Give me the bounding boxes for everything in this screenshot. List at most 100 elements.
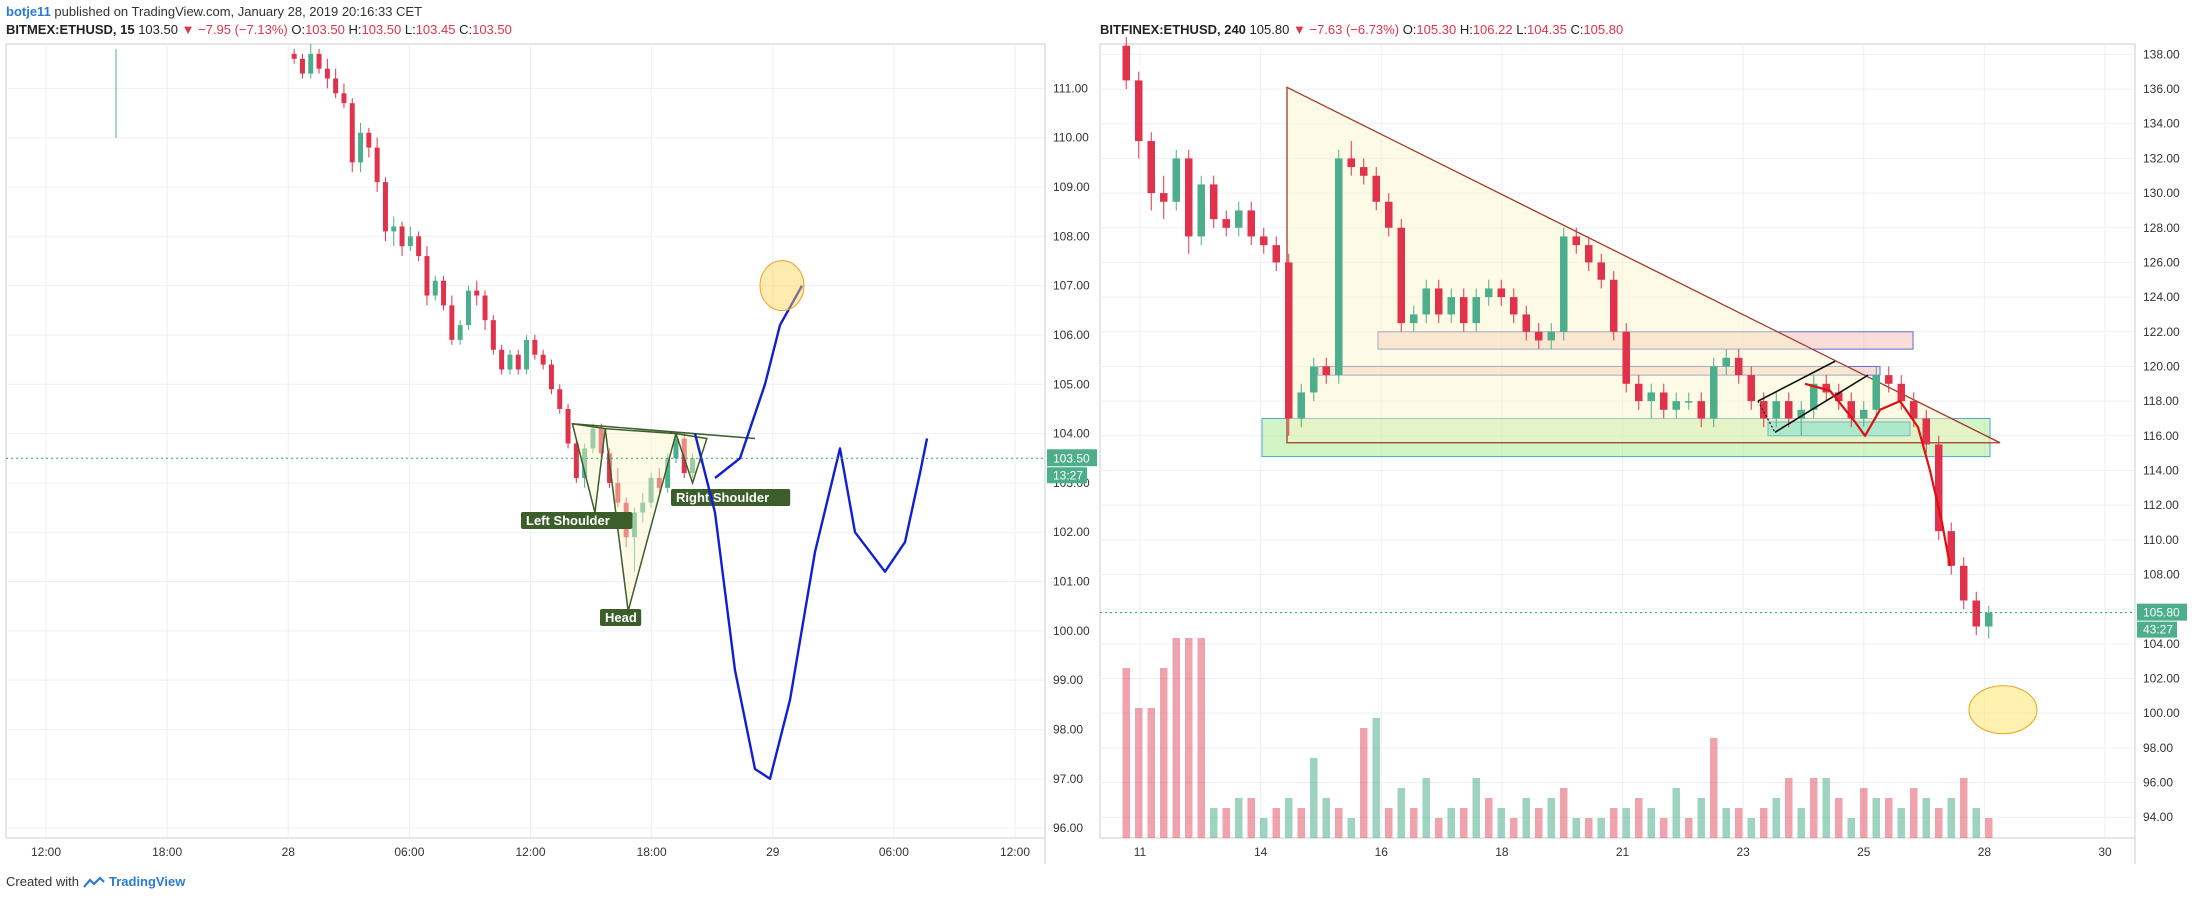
candle-body xyxy=(524,339,530,370)
publisher-username[interactable]: botje11 xyxy=(6,4,51,19)
current-price-tag xyxy=(1047,449,1097,467)
volume-bar xyxy=(1860,788,1868,838)
candle-body xyxy=(565,408,571,444)
volume-bar xyxy=(1910,788,1918,838)
right-symbol[interactable]: BITFINEX:ETHUSD, 240 xyxy=(1100,22,1246,37)
y-tick-label: 98.00 xyxy=(1053,723,1083,737)
current-price-label: 103.50 xyxy=(1053,451,1090,465)
left-chart-legend: BITMEX:ETHUSD, 15 103.50 ▼ −7.95 (−7.13%… xyxy=(6,22,512,37)
candle-body xyxy=(1685,401,1693,403)
candle-body xyxy=(1835,392,1843,402)
candle-body xyxy=(1947,531,1955,566)
y-tick-label: 108.00 xyxy=(1053,229,1090,243)
y-tick-label: 100.00 xyxy=(1053,624,1090,638)
volume-bar xyxy=(1922,798,1930,838)
candle-body xyxy=(324,68,330,79)
candle-body xyxy=(1722,357,1730,367)
tradingview-logo-icon[interactable] xyxy=(83,875,105,888)
candle-body xyxy=(656,477,662,488)
volume-bar xyxy=(1960,778,1968,838)
right-chart-panel[interactable]: 94.0096.0098.00100.00102.00104.00106.001… xyxy=(1099,37,2187,864)
left-shoulder-triangle xyxy=(571,422,607,513)
volume-bar xyxy=(1585,818,1593,838)
plot-area xyxy=(5,43,1046,839)
candle-body xyxy=(1310,366,1318,393)
candle-body xyxy=(1847,401,1855,419)
volume-bar xyxy=(1497,808,1505,838)
right-high: 106.22 xyxy=(1472,22,1513,37)
candle-body xyxy=(1160,193,1168,202)
candle-body xyxy=(1635,383,1643,402)
candle-body xyxy=(1347,158,1355,168)
x-tick-label: 28 xyxy=(1978,845,1992,859)
candle-body xyxy=(1585,245,1593,263)
candle-body xyxy=(457,325,463,340)
candle-body xyxy=(1197,184,1205,237)
volume-bar xyxy=(1185,638,1193,838)
current-price-label: 105.80 xyxy=(2143,606,2180,620)
right-change: −7.63 (−6.73%) xyxy=(1309,22,1400,37)
candle-body xyxy=(1272,245,1280,263)
left-chart-panel[interactable]: 96.00 97.00 98.00 99.00 100.00 101.00 102.00 10… xyxy=(5,43,1097,864)
candle-body xyxy=(507,354,513,370)
candle-body xyxy=(1797,409,1805,419)
candle-body xyxy=(499,349,505,370)
candle-body xyxy=(1372,175,1380,202)
candle-body xyxy=(1960,565,1968,601)
candle-body xyxy=(690,458,696,474)
candle-body xyxy=(598,428,604,454)
right-low: 104.35 xyxy=(1527,22,1567,37)
y-tick-label: 132.00 xyxy=(2143,151,2180,165)
candle-body xyxy=(1610,279,1618,332)
y-tick-label: 111.00 xyxy=(1053,81,1088,95)
candle-body xyxy=(432,280,438,296)
y-tick-label: 138.00 xyxy=(2143,47,2180,61)
volume-bar xyxy=(1310,758,1318,838)
right-shoulder-label: Right Shoulder xyxy=(676,490,769,505)
volume-bar xyxy=(1572,818,1580,838)
candle-body xyxy=(1172,158,1180,202)
candle-body xyxy=(366,132,372,148)
mid-zone xyxy=(1317,365,1881,376)
volume-bar xyxy=(1897,808,1905,838)
volume-bar xyxy=(1560,788,1568,838)
left-symbol[interactable]: BITMEX:ETHUSD, 15 xyxy=(6,22,135,37)
tradingview-brand[interactable]: TradingView xyxy=(108,874,186,889)
flag-line-lower xyxy=(1774,374,1869,434)
candle-body xyxy=(441,280,447,306)
candle-body xyxy=(1360,167,1368,176)
volume-bar xyxy=(1747,818,1755,838)
volume-bar xyxy=(1235,798,1243,838)
candle-body xyxy=(573,443,579,478)
y-tick-label: 96.00 xyxy=(2143,776,2173,790)
volume-bar xyxy=(1610,808,1618,838)
candle-body xyxy=(1710,366,1718,419)
volume-bar xyxy=(1722,808,1730,838)
candle-body xyxy=(1147,141,1155,194)
footer: Created with TradingView xyxy=(6,874,185,889)
volume-bar xyxy=(1485,798,1493,838)
x-tick-label: 23 xyxy=(1736,845,1750,859)
left-open: 103.50 xyxy=(305,22,345,37)
right-last-price: 105.80 xyxy=(1249,22,1290,37)
volume-bar xyxy=(1660,818,1668,838)
countdown-label: 13:27 xyxy=(1053,468,1083,482)
candle-body xyxy=(1410,314,1418,324)
blue-drawing-line xyxy=(693,433,929,780)
volume-bar xyxy=(1835,798,1843,838)
resistance-zone xyxy=(1377,331,1914,350)
candle-body xyxy=(382,182,388,232)
volume-bar xyxy=(1197,638,1205,838)
candle-body xyxy=(1322,366,1330,376)
y-tick-label: 98.00 xyxy=(2143,741,2173,755)
y-tick-label: 126.00 xyxy=(2143,255,2180,269)
candle-body xyxy=(1460,297,1468,324)
volume-bar xyxy=(1360,728,1368,838)
created-with-text: Created with xyxy=(6,874,79,889)
countdown-tag xyxy=(1047,467,1087,484)
candle-body xyxy=(1447,297,1455,315)
candle-body xyxy=(1235,210,1243,228)
candle-body xyxy=(1910,401,1918,419)
volume-bar xyxy=(1122,668,1130,838)
